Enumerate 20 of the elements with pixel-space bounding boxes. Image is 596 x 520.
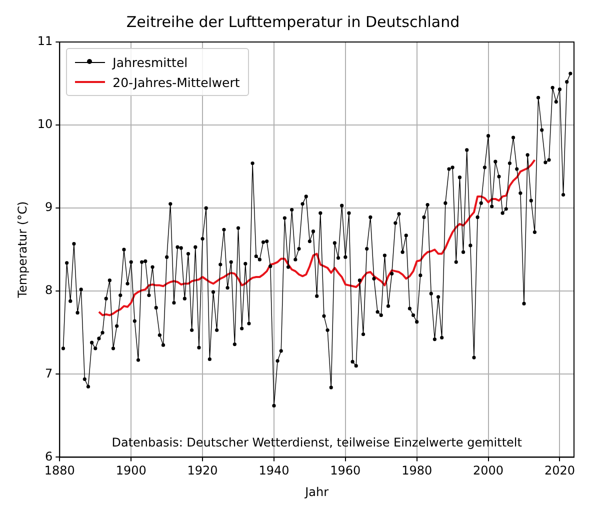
y-tick-label: 7	[45, 366, 53, 380]
annotation: Datenbasis: Deutscher Wetterdienst, teilweise Einzelwerte gemittelt	[112, 435, 522, 450]
x-tick-label: 2000	[473, 464, 504, 478]
y-tick-label: 8	[45, 283, 53, 298]
y-tick-label: 9	[45, 200, 53, 214]
legend-label: Jahresmittel	[112, 54, 188, 70]
x-tick-label: 1900	[116, 464, 146, 478]
x-tick-label: 1880	[44, 464, 75, 478]
x-tick-label: 1960	[330, 464, 361, 478]
x-tick-label: 1940	[258, 464, 290, 478]
chart-title: Zeitreihe der Lufttemperatur in Deutschland	[126, 12, 460, 31]
y-tick-label: 11	[37, 34, 53, 48]
x-axis-title: Jahr	[304, 484, 329, 499]
y-axis-title: Temperatur (°C)	[15, 201, 30, 299]
x-tick-label: 1980	[402, 464, 432, 478]
x-tick-label: 2020	[544, 464, 575, 478]
x-tick-label: 1920	[187, 464, 218, 478]
y-tick-label: 10	[37, 117, 53, 132]
y-tick-label: 6	[45, 449, 53, 464]
legend-label: 20-Jahres-Mittelwert	[112, 74, 240, 90]
